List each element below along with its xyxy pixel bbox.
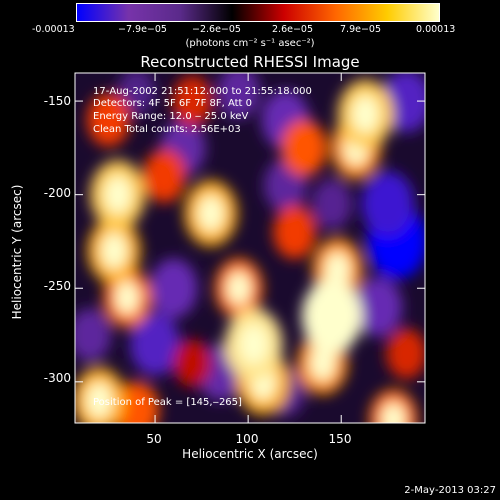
emission-core xyxy=(351,94,380,134)
emission-core xyxy=(310,345,336,381)
emission-core xyxy=(104,175,132,214)
x-tick-label: 150 xyxy=(328,432,352,446)
negative-lobe xyxy=(149,258,198,319)
emission-core xyxy=(86,382,113,419)
emission-core xyxy=(324,251,351,288)
y-tick-label: -300 xyxy=(43,371,71,385)
date-stamp: 2‑May‑2013 03:27 xyxy=(404,485,496,496)
negative-lobe xyxy=(129,313,181,376)
chart-title: Reconstructed RHESSI Image xyxy=(140,53,360,71)
emission-source xyxy=(173,339,212,387)
negative-lobe xyxy=(117,73,156,116)
y-tick-label: -200 xyxy=(43,186,71,200)
colorbar-tick-label: -0.00013 xyxy=(32,24,75,35)
negative-lobe xyxy=(361,171,415,237)
detectors-label: Detectors: 4F 5F 6F 7F 8F, Att 0 xyxy=(93,98,253,109)
emission-core xyxy=(197,194,225,232)
emission-core xyxy=(239,324,269,365)
negative-lobe xyxy=(217,73,261,119)
colorbar-tick-label: 0.00013 xyxy=(416,24,456,35)
colorbar-tick-label: 7.9e−05 xyxy=(340,24,382,35)
y-tick-label: -150 xyxy=(43,94,71,108)
emission-core xyxy=(115,280,140,315)
emission-source xyxy=(273,205,317,259)
negative-lobe xyxy=(311,178,353,230)
emission-source xyxy=(87,93,130,147)
emission-core xyxy=(100,232,128,270)
emission-source xyxy=(113,381,160,423)
emission-core xyxy=(316,295,347,338)
plot-frame xyxy=(74,72,426,424)
emission-source xyxy=(142,149,186,203)
colorbar-tick-label: 2.6e−05 xyxy=(272,24,314,35)
emission-core xyxy=(226,271,251,305)
x-tick-label: 100 xyxy=(235,432,259,446)
colorbar-tick-label: −2.6e−05 xyxy=(192,24,241,35)
emission-source xyxy=(281,119,327,177)
y-tick-label: -250 xyxy=(43,279,71,293)
energy-range-label: Energy Range: 12.0 ‒ 25.0 keV xyxy=(93,111,249,122)
x-tick-label: 50 xyxy=(146,432,162,446)
emission-source xyxy=(386,328,425,379)
x-axis-label: Heliocentric X (arcsec) xyxy=(182,447,318,461)
clean-counts-label: Clean Total counts: 2.56E+03 xyxy=(93,124,241,135)
y-axis-label: Heliocentric Y (arcsec) xyxy=(10,184,24,320)
colorbar-tick-label: −7.9e−05 xyxy=(118,24,167,35)
negative-lobe xyxy=(354,277,403,337)
colorbar xyxy=(76,3,440,22)
colorbar-unit-label: (photons cm⁻² s⁻¹ asec⁻²) xyxy=(185,38,315,49)
time-range-label: 17‑Aug‑2002 21:51:12.000 to 21:55:18.000 xyxy=(93,86,312,97)
emission-core xyxy=(381,402,406,423)
emission-source xyxy=(172,75,213,127)
peak-position-label: Position of Peak = [145,‒265] xyxy=(93,397,242,408)
negative-lobe xyxy=(75,308,112,362)
